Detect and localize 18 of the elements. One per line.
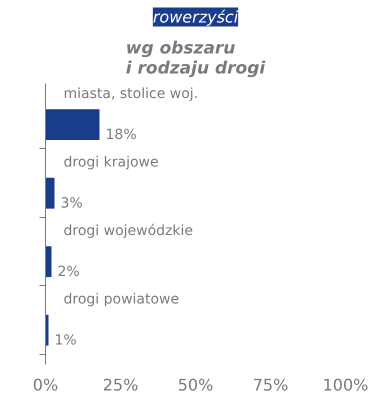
data-label: 3% — [60, 195, 83, 212]
y-tick-label: miasta, stolice woj. — [64, 86, 198, 102]
y-tick-label: drogi krajowe — [64, 154, 159, 170]
x-tick-label: 25% — [102, 376, 138, 394]
x-tick-label: 0% — [32, 376, 58, 394]
data-label: 18% — [106, 126, 137, 143]
bar — [46, 246, 52, 278]
chart-title: rowerzyści — [152, 8, 239, 26]
y-tick-label: drogi powiatowe — [64, 291, 180, 308]
data-label: 2% — [58, 264, 80, 280]
x-tick-label: 50% — [178, 376, 214, 394]
chart-subtitle: wg obszaru i rodzaju drogi — [126, 38, 266, 78]
x-tick-label: 75% — [252, 376, 288, 394]
x-tick-label: 100% — [322, 376, 368, 394]
bar — [46, 109, 100, 140]
y-tick-label: drogi wojewódzkie — [64, 222, 194, 239]
data-label: 1% — [54, 332, 77, 349]
bar — [46, 178, 54, 209]
